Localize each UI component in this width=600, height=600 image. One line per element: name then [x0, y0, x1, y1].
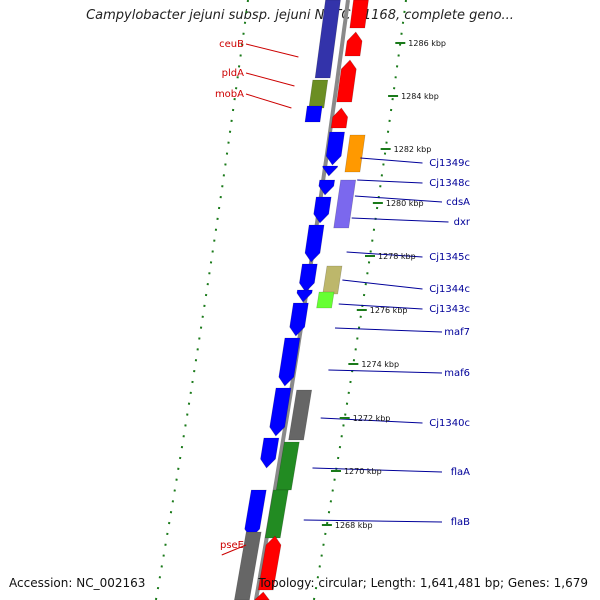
left-gene-label: pseE [220, 540, 244, 551]
right-leader-line [354, 195, 443, 203]
gene-arrow [313, 196, 332, 224]
right-leader-line [338, 303, 423, 310]
genome-summary-text: Topology: circular; Length: 1,641,481 bp… [258, 576, 588, 590]
right-leader-line [351, 217, 449, 223]
left-leader-line [245, 93, 292, 109]
left-leader-line [245, 72, 295, 87]
accession-text: Accession: NC_002163 [9, 576, 146, 590]
tick-label: 1276 kbp [370, 306, 408, 315]
gene-arrow [260, 437, 280, 469]
right-gene-label: Cj1348c [429, 178, 470, 189]
gene-arrow [278, 337, 301, 387]
gene-arrow [325, 131, 345, 166]
right-gene-label: Cj1349c [429, 158, 470, 169]
right-leader-line [360, 157, 423, 164]
tick-label: 1280 kbp [386, 199, 424, 208]
gene-arrow [253, 591, 270, 600]
gene-arrow [318, 179, 336, 196]
gene-arrow [289, 302, 309, 337]
right-dotted-guide [312, 0, 407, 600]
right-gene-label: flaA [451, 467, 470, 478]
right-gene-label: Cj1345c [429, 252, 470, 263]
gene-arrow [344, 134, 366, 173]
gene-arrow [333, 179, 357, 229]
tick-label: 1274 kbp [361, 360, 399, 369]
right-gene-label: maf7 [444, 327, 470, 338]
gene-arrow [288, 389, 313, 441]
right-gene-label: cdsA [446, 197, 470, 208]
right-leader-line [303, 519, 443, 523]
left-leader-line [245, 43, 299, 58]
tick-label: 1268 kbp [335, 521, 373, 530]
left-gene-label: mobA [215, 89, 244, 100]
gene-arrow [316, 291, 335, 309]
right-gene-label: Cj1344c [429, 284, 470, 295]
tick-label: 1286 kbp [408, 39, 446, 48]
gene-labels: ceuB pldA mobA pseE Cj1349c Cj1348c cdsA dxr Cj1… [215, 39, 471, 556]
tick-label: 1284 kbp [401, 92, 439, 101]
gene-arrow [244, 489, 267, 539]
right-leader-line [346, 251, 423, 258]
right-leader-line [328, 369, 443, 374]
right-leader-line [334, 327, 443, 333]
gene-arrow [344, 31, 363, 57]
kbp-ticks: 1286 kbp 1284 kbp 1282 kbp 1280 kbp 1278 kbp… [321, 39, 446, 530]
gene-arrow [234, 531, 262, 600]
gene-arrow [330, 107, 349, 129]
left-dotted-guide [154, 0, 249, 600]
gene-features [234, 0, 369, 600]
map-title: Campylobacter jejuni subsp. jejuni NCTC … [86, 8, 514, 23]
tick-label: 1278 kbp [378, 252, 416, 261]
right-leader-line [320, 417, 423, 424]
left-gene-label: pldA [222, 68, 244, 79]
left-leader-line [221, 544, 247, 556]
gene-arrow [304, 105, 323, 123]
gene-arrow [257, 535, 282, 591]
tick-label: 1272 kbp [353, 414, 391, 423]
gene-arrow [322, 265, 343, 295]
right-leader-line [312, 467, 443, 473]
left-gene-label: ceuB [219, 39, 244, 50]
right-gene-label: dxr [454, 217, 471, 228]
gene-arrow [296, 289, 313, 303]
right-leader-line [342, 279, 423, 290]
gene-arrow [322, 165, 339, 177]
tick-label: 1270 kbp [344, 467, 382, 476]
right-gene-label: flaB [451, 517, 470, 528]
right-gene-label: Cj1343c [429, 304, 470, 315]
right-gene-label: Cj1340c [429, 418, 470, 429]
tick-label: 1282 kbp [394, 145, 432, 154]
right-gene-label: maf6 [444, 368, 470, 379]
gene-arrow [269, 387, 292, 437]
gene-arrow [336, 59, 357, 103]
gene-arrow [349, 0, 369, 29]
gene-arrow [299, 263, 318, 293]
gene-arrow [304, 224, 325, 263]
right-leader-line [357, 179, 423, 184]
gene-arrow [264, 489, 289, 539]
gene-arrow [314, 0, 341, 79]
dotted-ring-guides [154, 0, 407, 600]
gene-arrow [275, 441, 300, 491]
gene-arrow [308, 79, 329, 109]
